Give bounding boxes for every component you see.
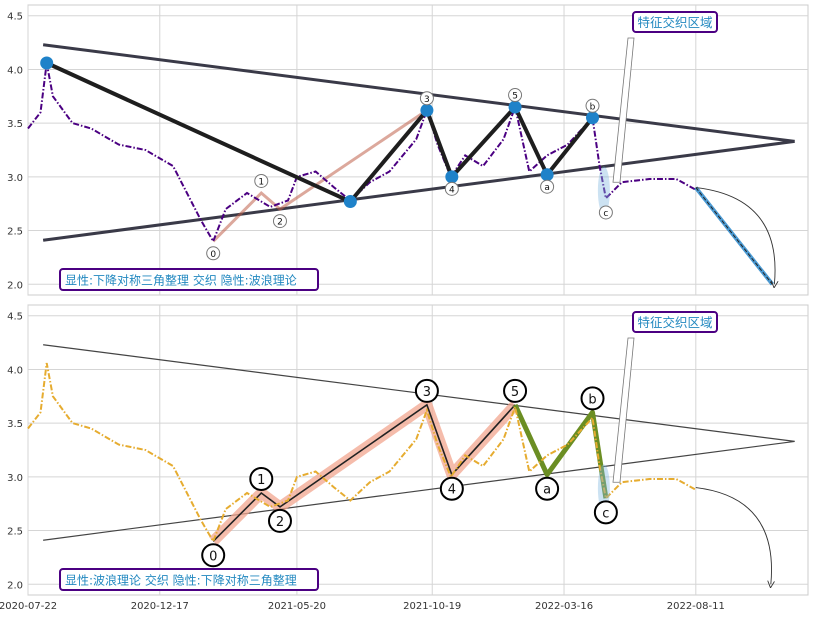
wave-label-text: 4 [449,185,455,195]
x-tick-label: 2021-05-20 [268,601,326,612]
legend-box [59,568,319,591]
y-tick-label: 2.0 [7,280,23,291]
annotation-pointer [612,37,635,183]
annotation-pointer [612,337,635,483]
y-tick-label: 3.0 [7,173,23,184]
x-tick-label: 2022-08-11 [667,601,725,612]
wave-label-circle [580,386,605,411]
wave-label-circle [503,378,528,403]
y-tick-label: 3.5 [7,119,23,130]
annotation-box [632,11,718,33]
wave-label-circle [598,205,613,220]
annotation-text: 特征交织区域 [637,15,712,30]
wave-label-circle [585,98,600,113]
legend-text: 显性:下降对称三角整理 交织 隐性:波浪理论 [65,273,297,288]
wave-label-text: c [603,209,608,219]
y-tick-label: 4.0 [7,365,23,376]
triangle-vertex-marker [343,195,357,209]
annotation-text: 特征交织区域 [637,315,712,330]
plot-area [27,304,809,596]
wave-label-text: c [602,506,609,521]
legend-box [59,268,319,291]
wave-impulse-line [212,403,516,542]
triangle-vertex-marker [540,168,554,182]
wave-label-text: 2 [276,515,284,530]
wave-label-text: 1 [258,177,264,187]
price-series-line [27,362,697,544]
wave-label-circle [419,91,434,106]
y-tick-label: 3.5 [7,419,23,430]
y-tick-label: 4.5 [7,12,23,23]
c-wave-highlight [597,166,610,215]
x-tick-label: 2022-03-16 [535,601,593,612]
projection-line [695,187,773,285]
wave-label-text: 2 [277,218,283,228]
wave-label-circle [201,543,226,568]
triangle-vertex-marker [40,56,54,70]
y-tick-label: 4.5 [7,312,23,323]
triangle-trendline [42,43,795,143]
wave-label-text: 3 [424,95,430,105]
projection-arrow [695,487,772,585]
c-wave-highlight [597,464,610,513]
wave-label-text: 5 [511,385,519,400]
wave-correction-line [512,403,609,499]
x-tick-label: 2021-10-19 [403,601,461,612]
wave-label-text: a [543,483,551,498]
wave-label-circle [508,88,523,103]
triangle-vertex-marker [508,100,522,114]
plot-area [27,4,809,296]
wave-label-circle [444,181,459,196]
wave-label-circle [206,246,221,261]
wave-label-text: 5 [512,92,518,102]
wave-label-text: b [588,392,596,407]
y-tick-label: 3.0 [7,473,23,484]
wave-label-circle [267,508,292,533]
panel-top: 2.0 2.5 3.0 3.5 4.0 4.5 0 1 2 3 4 5 a b c 特征交织区域显性:下降对称… [7,4,809,296]
x-tick-label: 2020-07-22 [0,601,57,612]
wave-label-text: b [590,102,596,112]
wave-label-text: 1 [257,473,265,488]
wave-label-text: 0 [210,250,216,260]
legend-text: 显性:波浪理论 交织 隐性:下降对称三角整理 [65,573,297,588]
wave-label-circle [593,500,618,525]
projection-arrow [695,187,775,285]
y-tick-label: 2.5 [7,527,23,538]
triangle-trendline [42,139,795,242]
wave-label-circle [540,179,555,194]
y-tick-label: 2.5 [7,227,23,238]
triangle-vertex-marker [586,111,600,125]
wave-label-circle [439,476,464,501]
wave-label-circle [272,214,287,229]
wave-label-text: a [544,183,550,193]
triangle-vertex-marker [445,170,459,184]
wave-label-text: 3 [423,385,431,400]
y-tick-label: 4.0 [7,65,23,76]
wave-label-circle [249,466,274,491]
triangle-trendline [43,440,795,541]
wave-label-circle [414,378,439,403]
y-tick-label: 2.0 [7,580,23,591]
x-tick-label: 2020-12-17 [131,601,189,612]
triangle-vertex-marker [420,103,434,117]
wave-label-text: 0 [209,549,217,564]
wave-label-circle [535,476,560,501]
wave-label-circle [254,173,269,188]
annotation-box [632,311,718,333]
wave-label-text: 4 [448,483,456,498]
